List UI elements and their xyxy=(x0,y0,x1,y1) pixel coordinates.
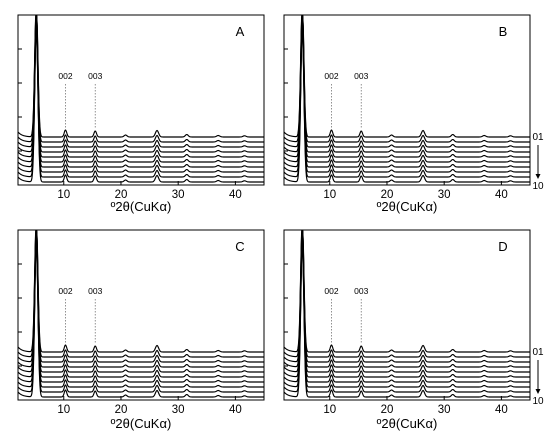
diffraction-trace xyxy=(283,21,531,168)
panel-a-x-axis-label: º2θ(CuKα) xyxy=(111,199,172,214)
peak-label-003: 003 xyxy=(354,286,368,296)
diffraction-trace xyxy=(17,24,265,173)
diffraction-trace xyxy=(17,15,265,158)
diffraction-trace xyxy=(283,15,531,148)
peak-label-002: 002 xyxy=(324,71,338,81)
diffraction-trace xyxy=(17,245,265,398)
x-tick-label: 30 xyxy=(438,404,451,416)
diffraction-trace xyxy=(17,230,265,363)
x-tick-label: 30 xyxy=(172,404,185,416)
panel-a: 10 20 30 40 002 003 A º2θ(CuKα) xyxy=(17,14,265,214)
diffraction-trace xyxy=(283,230,531,353)
panel-b: 10 20 30 40 002 003 01 10 B º2θ(CuKα) xyxy=(283,14,544,214)
diffraction-trace xyxy=(17,15,265,138)
panel-a-reference-lines: 002 003 xyxy=(58,71,103,128)
peak-label-003: 003 xyxy=(88,286,102,296)
panel-c-letter: C xyxy=(235,239,244,254)
diffraction-trace xyxy=(283,230,531,358)
diffraction-trace xyxy=(17,239,265,388)
diffraction-trace xyxy=(283,15,531,138)
x-tick-label: 10 xyxy=(57,189,70,201)
panel-b-frame xyxy=(283,14,531,186)
x-tick-label: 40 xyxy=(495,404,508,416)
x-tick-label: 30 xyxy=(172,189,185,201)
diffraction-trace xyxy=(283,30,531,183)
panel-b-x-axis-label: º2θ(CuKα) xyxy=(377,199,438,214)
x-tick-label: 20 xyxy=(381,404,394,416)
diffraction-trace xyxy=(17,236,265,383)
diffraction-trace xyxy=(17,230,265,368)
x-tick-label: 30 xyxy=(438,189,451,201)
panel-b-letter: B xyxy=(499,24,508,39)
x-tick-label: 40 xyxy=(495,189,508,201)
diffraction-trace xyxy=(17,27,265,178)
diffraction-trace xyxy=(17,30,265,183)
diffraction-trace xyxy=(17,233,265,378)
arrow-head-icon xyxy=(535,174,541,179)
x-tick-label: 20 xyxy=(115,189,128,201)
series-label-first: 01 xyxy=(532,132,544,143)
panel-b-traces xyxy=(283,15,531,183)
series-label-last: 10 xyxy=(532,396,544,407)
diffraction-trace xyxy=(283,233,531,378)
panel-d-frame xyxy=(283,229,531,401)
diffraction-trace xyxy=(17,21,265,168)
panel-c-traces xyxy=(17,230,265,398)
diffraction-trace xyxy=(17,18,265,163)
diffraction-trace xyxy=(283,15,531,158)
panel-c-x-axis-label: º2θ(CuKα) xyxy=(111,416,172,431)
panel-b-ticks: 10 20 30 40 xyxy=(284,48,508,201)
peak-label-002: 002 xyxy=(324,286,338,296)
peak-label-003: 003 xyxy=(88,71,102,81)
diffraction-trace xyxy=(17,230,265,373)
series-label-last: 10 xyxy=(532,181,544,192)
peak-label-003: 003 xyxy=(354,71,368,81)
peak-label-002: 002 xyxy=(58,286,72,296)
diffraction-trace xyxy=(17,230,265,358)
panel-d-letter: D xyxy=(498,239,507,254)
diffraction-trace xyxy=(283,27,531,178)
diffraction-trace xyxy=(17,242,265,393)
diffraction-trace xyxy=(283,230,531,373)
panel-c-frame xyxy=(17,229,265,401)
x-tick-label: 20 xyxy=(115,404,128,416)
panel-d-reference-lines: 002 003 01 10 xyxy=(324,286,544,407)
panel-a-letter: A xyxy=(236,24,245,39)
x-tick-label: 10 xyxy=(57,404,70,416)
diffraction-trace xyxy=(283,230,531,363)
panel-a-frame xyxy=(17,14,265,186)
diffraction-trace xyxy=(17,15,265,143)
arrow-head-icon xyxy=(535,389,541,394)
x-tick-label: 20 xyxy=(381,189,394,201)
diffraction-trace xyxy=(283,15,531,143)
panel-c-ticks: 10 20 30 40 xyxy=(18,263,242,416)
panel-d-traces xyxy=(283,230,531,398)
diffraction-trace xyxy=(283,230,531,368)
diffraction-trace xyxy=(17,230,265,353)
x-tick-label: 40 xyxy=(229,189,242,201)
panel-c: 10 20 30 40 002 003 C º2θ(CuKα) xyxy=(17,229,265,431)
diffraction-trace xyxy=(283,236,531,383)
panel-a-ticks: 10 20 30 40 xyxy=(18,48,242,201)
diffraction-trace xyxy=(283,24,531,173)
x-tick-label: 10 xyxy=(323,404,336,416)
diffraction-trace xyxy=(283,245,531,398)
panel-c-reference-lines: 002 003 xyxy=(58,286,103,343)
panel-d-x-axis-label: º2θ(CuKα) xyxy=(377,416,438,431)
diffraction-trace xyxy=(17,15,265,153)
diffraction-trace xyxy=(283,15,531,153)
x-tick-label: 10 xyxy=(323,189,336,201)
panel-b-reference-lines: 002 003 01 10 xyxy=(324,71,544,192)
panel-a-traces xyxy=(17,15,265,183)
series-label-first: 01 xyxy=(532,347,544,358)
diffraction-trace xyxy=(283,18,531,163)
x-tick-label: 40 xyxy=(229,404,242,416)
panel-d-ticks: 10 20 30 40 xyxy=(284,263,508,416)
diffraction-trace xyxy=(283,242,531,393)
panel-d: 10 20 30 40 002 003 01 10 D º2θ(CuKα) xyxy=(283,229,544,431)
diffraction-trace xyxy=(17,15,265,148)
diffraction-trace xyxy=(283,239,531,388)
peak-label-002: 002 xyxy=(58,71,72,81)
